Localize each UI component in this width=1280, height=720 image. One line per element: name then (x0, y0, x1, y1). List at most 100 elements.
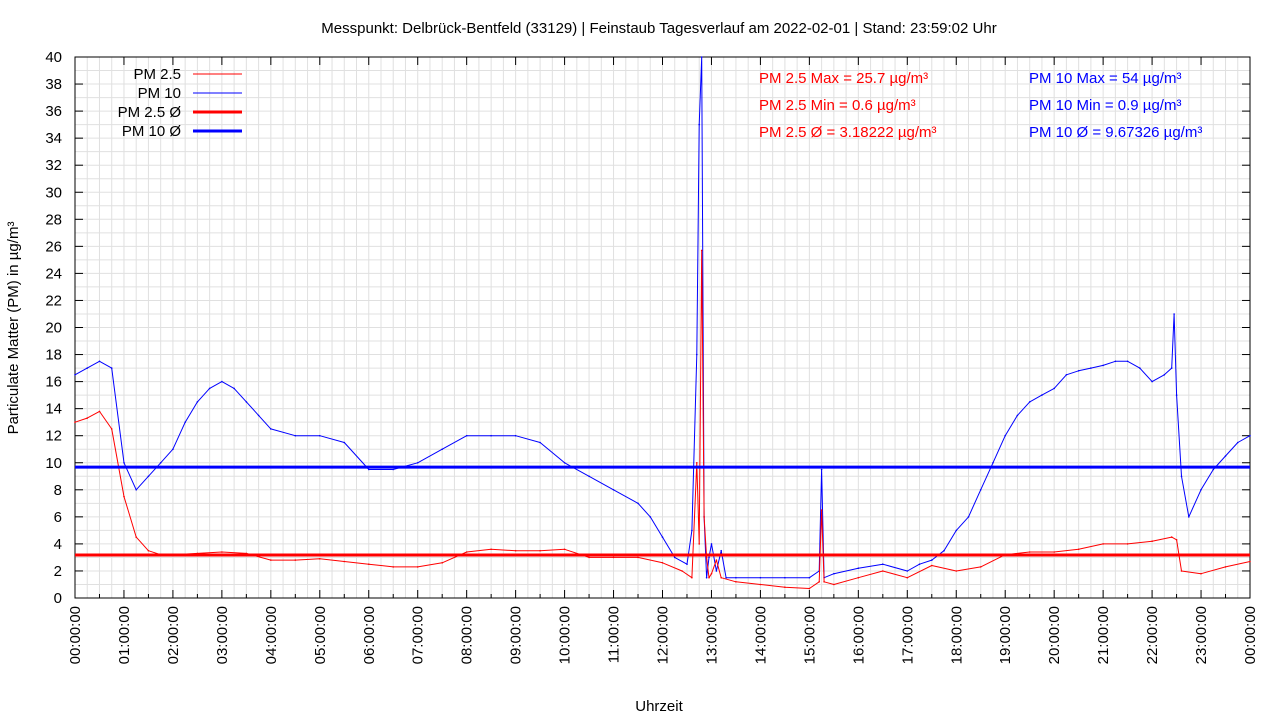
data-point-pm25 (1151, 540, 1153, 542)
y-tick-label: 14 (45, 401, 62, 418)
y-tick-label: 30 (45, 184, 62, 201)
x-tick-label: 13:00:00 (703, 606, 720, 664)
data-point-pm10 (931, 559, 933, 561)
data-point-pm25 (343, 560, 346, 563)
data-point-pm25 (612, 556, 615, 559)
x-tick-label: 03:00:00 (214, 606, 231, 664)
y-axis-label: Particulate Matter (PM) in µg/m³ (5, 222, 22, 435)
data-point-pm10 (392, 468, 395, 471)
data-point-pm25 (1180, 570, 1183, 572)
x-tick-label: 05:00:00 (312, 606, 329, 664)
data-point-pm25 (319, 558, 321, 560)
data-point-pm10 (833, 572, 835, 575)
data-point-pm25 (906, 576, 909, 579)
data-point-pm10 (759, 576, 762, 579)
y-tick-label: 24 (45, 265, 62, 282)
legend-label: PM 2.5 Ø (118, 104, 182, 121)
x-tick-label: 09:00:00 (508, 606, 525, 664)
data-point-pm10 (1200, 489, 1202, 491)
data-point-pm10 (98, 360, 101, 363)
data-point-pm10 (1126, 360, 1129, 363)
data-point-pm25 (392, 566, 395, 568)
data-point-pm25 (1200, 572, 1202, 575)
data-point-pm10 (441, 448, 444, 451)
data-point-pm10 (221, 380, 223, 383)
x-tick-label: 11:00:00 (606, 606, 623, 663)
data-point-pm25 (74, 421, 76, 424)
data-point-pm10 (257, 414, 260, 417)
data-point-pm10 (715, 570, 718, 572)
data-point-pm10 (1016, 414, 1019, 417)
data-point-pm25 (110, 428, 113, 430)
data-point-pm10 (1090, 367, 1092, 369)
data-point-pm25 (820, 509, 823, 511)
data-point-pm25 (270, 559, 272, 561)
data-point-pm10 (700, 56, 703, 58)
stats-annotations: PM 2.5 Max = 25.7 µg/m³ PM 2.5 Min = 0.6 … (759, 70, 1202, 141)
data-point-pm10 (147, 475, 150, 478)
data-point-pm10 (820, 468, 823, 471)
x-tick-label: 00:00:00 (1242, 606, 1259, 664)
data-point-pm10 (539, 441, 541, 444)
data-point-pm25 (514, 549, 517, 552)
data-point-pm10 (686, 563, 688, 565)
data-point-pm25 (221, 551, 223, 553)
data-point-pm25 (1053, 551, 1055, 553)
data-point-pm10 (918, 563, 921, 565)
data-point-pm10 (691, 529, 693, 532)
data-point-pm25 (1224, 566, 1227, 568)
data-point-pm10 (233, 387, 235, 390)
data-point-pm10 (943, 549, 945, 552)
data-point-pm10 (1053, 387, 1055, 390)
data-point-pm10 (1151, 380, 1153, 383)
data-point-pm10 (1065, 374, 1068, 376)
data-point-pm10 (416, 462, 419, 464)
x-tick-label: 20:00:00 (1046, 606, 1063, 664)
data-point-pm10 (514, 434, 517, 437)
x-tick-label: 23:00:00 (1193, 606, 1210, 664)
data-point-pm25 (833, 583, 835, 586)
data-point-pm25 (98, 410, 101, 413)
data-point-pm10 (720, 549, 722, 552)
y-tick-label: 6 (54, 509, 62, 526)
data-point-pm25 (539, 549, 541, 552)
data-point-pm10 (1175, 394, 1178, 396)
x-tick-label: 06:00:00 (361, 606, 378, 664)
y-tick-label: 16 (45, 374, 62, 391)
data-point-pm10 (184, 421, 186, 424)
y-tick-label: 38 (45, 76, 62, 93)
data-point-pm10 (1041, 394, 1043, 396)
data-point-pm25 (931, 564, 933, 567)
data-point-pm10 (1237, 441, 1239, 444)
data-point-pm25 (784, 586, 786, 588)
data-point-pm10 (979, 489, 982, 491)
data-point-pm25 (1028, 551, 1031, 553)
y-tick-label: 32 (45, 157, 62, 174)
chart-title: Messpunkt: Delbrück-Bentfeld (33129) | F… (321, 20, 996, 37)
y-tick-label: 40 (45, 49, 62, 66)
data-point-pm10 (123, 462, 125, 464)
data-point-pm25 (681, 570, 683, 572)
data-point-pm25 (818, 581, 820, 583)
axis-ticks: 024681012141618202224262830323436384000:… (45, 49, 1259, 664)
data-point-pm10 (563, 462, 566, 464)
data-point-pm25 (735, 581, 737, 583)
stat-pm25: PM 2.5 Min = 0.6 µg/m³ (759, 97, 916, 114)
data-point-pm10 (1170, 367, 1173, 369)
data-point-pm25 (637, 556, 639, 559)
y-tick-label: 8 (54, 482, 62, 499)
series-group (74, 56, 1251, 590)
data-point-pm10 (857, 567, 860, 569)
data-point-pm25 (857, 576, 860, 579)
data-point-pm25 (708, 576, 710, 579)
stat-pm25: PM 2.5 Ø = 3.18222 µg/m³ (759, 124, 936, 141)
data-point-pm25 (294, 559, 297, 561)
x-tick-label: 18:00:00 (948, 606, 965, 664)
data-point-pm25 (955, 570, 958, 572)
data-point-pm25 (588, 556, 590, 559)
data-point-pm10 (1139, 367, 1141, 369)
data-point-pm25 (563, 548, 566, 551)
data-point-pm10 (1004, 434, 1006, 437)
data-point-pm25 (147, 549, 150, 552)
data-point-pm10 (74, 374, 76, 376)
